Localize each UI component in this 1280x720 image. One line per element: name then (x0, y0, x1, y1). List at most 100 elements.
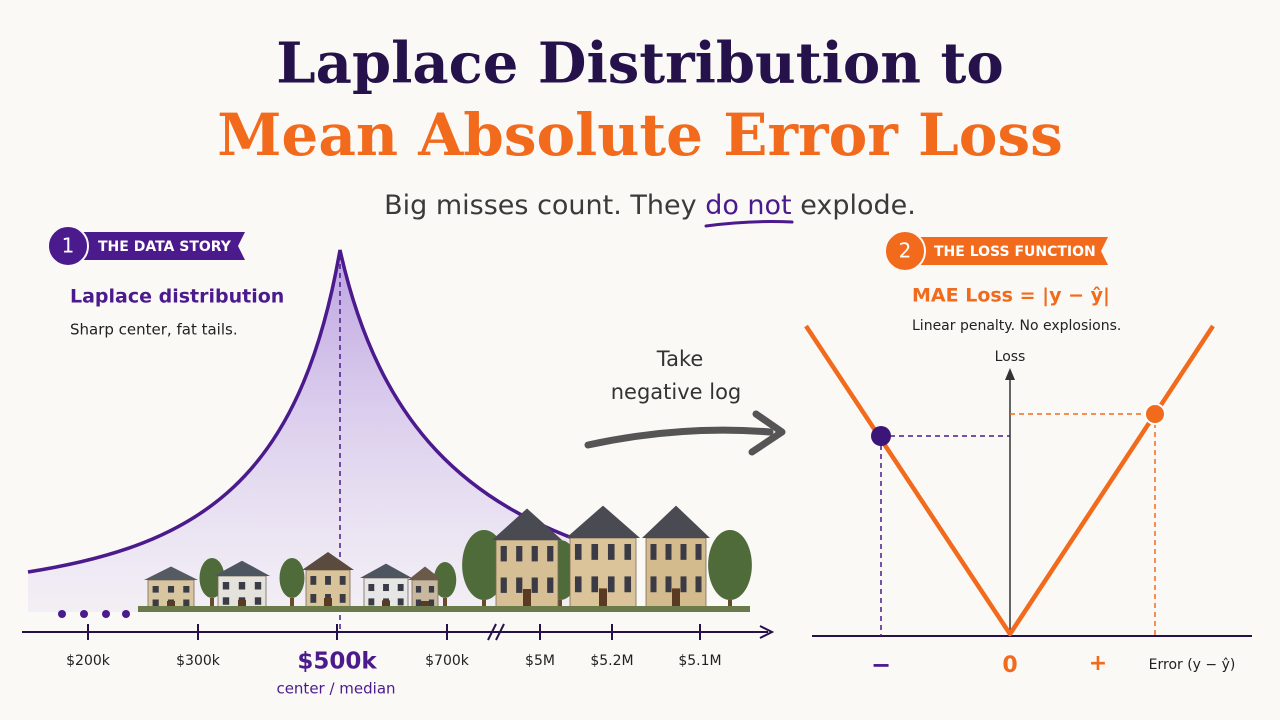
panel-caption: Linear penalty. No explosions. (912, 318, 1121, 334)
house-window (665, 544, 672, 560)
tree (279, 558, 305, 598)
house-window (574, 544, 582, 560)
axis-arrow (1005, 368, 1015, 380)
house-window (254, 597, 262, 605)
house-window (254, 582, 262, 590)
axis-break (487, 623, 505, 641)
house-window (368, 584, 375, 592)
house-window (607, 544, 615, 560)
price-label: $700k (425, 653, 470, 669)
house-window (591, 544, 599, 560)
x-label: − (871, 651, 891, 679)
point-negative (871, 426, 891, 446)
house-door (167, 601, 175, 610)
subtitle-text: explode. (792, 190, 916, 221)
dot (102, 610, 110, 618)
x-label: + (1089, 651, 1107, 676)
price-label: $500k (297, 649, 377, 675)
house-window (310, 576, 317, 585)
house-door (672, 588, 680, 610)
house-window (222, 582, 230, 590)
transition-arrowhead (748, 410, 786, 456)
tree (462, 530, 506, 600)
house-roof (360, 563, 412, 578)
house-window (650, 576, 657, 593)
house-roof (492, 508, 562, 540)
house-window (152, 586, 159, 593)
badge-ribbon (898, 237, 1108, 265)
mae-curve (804, 324, 1215, 637)
house-door (324, 598, 332, 610)
house-door (238, 599, 246, 610)
panel-heading: Laplace distribution (70, 286, 284, 308)
house-window (500, 577, 507, 593)
house-window (547, 577, 554, 593)
house-window (574, 576, 582, 593)
price-label: $5M (525, 653, 555, 669)
tree-trunk (728, 600, 732, 610)
house-window (238, 582, 246, 590)
transition-text: negative log (611, 380, 742, 404)
house-window (665, 576, 672, 593)
dot (80, 610, 88, 618)
distribution-fill (28, 250, 600, 612)
house-window (183, 586, 190, 593)
house-window (516, 546, 523, 562)
badge-label: THE LOSS FUNCTION (934, 244, 1096, 260)
badge-label: THE DATA STORY (98, 239, 232, 255)
house-window (695, 576, 702, 593)
house-window (500, 546, 507, 562)
house-window (222, 597, 230, 605)
house-roof (302, 552, 354, 570)
price-ticks: $200k $300k $500k $700k $5M $5.2M $5.1M (66, 624, 722, 675)
badge-circle (47, 225, 89, 267)
ground (138, 606, 750, 612)
house-window (531, 546, 538, 562)
house-window (368, 598, 375, 606)
transition-text: Take (656, 347, 704, 371)
tree-trunk (443, 598, 447, 608)
axis-arrow (759, 625, 775, 639)
tree (433, 562, 457, 598)
price-label: $300k (176, 653, 221, 669)
ellipsis-dots (58, 610, 130, 618)
house-roof (144, 566, 198, 580)
house-door (382, 600, 390, 610)
house-window (547, 546, 554, 562)
house-window (383, 584, 389, 592)
house-window (428, 599, 435, 607)
house-window (310, 594, 317, 603)
house-window (516, 577, 523, 593)
house-window (167, 586, 175, 593)
house-roof (566, 505, 640, 538)
tree-trunk (290, 598, 294, 608)
house-roof (214, 560, 270, 576)
subtitle-text: Big misses count. They (384, 190, 705, 221)
house-door (421, 601, 429, 610)
house-roof (408, 566, 442, 580)
house-window (607, 576, 615, 593)
subtitle-emphasis: do not (705, 190, 791, 221)
panel-caption: Sharp center, fat tails. (70, 321, 238, 339)
house-window (591, 576, 599, 593)
tree-trunk (558, 600, 562, 610)
house-window (415, 586, 422, 593)
x-label: 0 (1002, 653, 1017, 678)
price-label: $200k (66, 653, 111, 669)
badge-ribbon (78, 232, 245, 260)
house-window (339, 576, 346, 585)
house-window (680, 544, 687, 560)
badge-circle (884, 230, 926, 272)
distribution-curve (27, 249, 601, 574)
center-caption: center / median (276, 680, 395, 698)
price-label: $5.1M (678, 653, 721, 669)
house-door (523, 589, 531, 610)
title-line: Laplace Distribution to (276, 31, 1003, 97)
house-window (531, 577, 538, 593)
dot (58, 610, 66, 618)
badge-number: 2 (899, 239, 912, 263)
house-window (415, 599, 422, 607)
